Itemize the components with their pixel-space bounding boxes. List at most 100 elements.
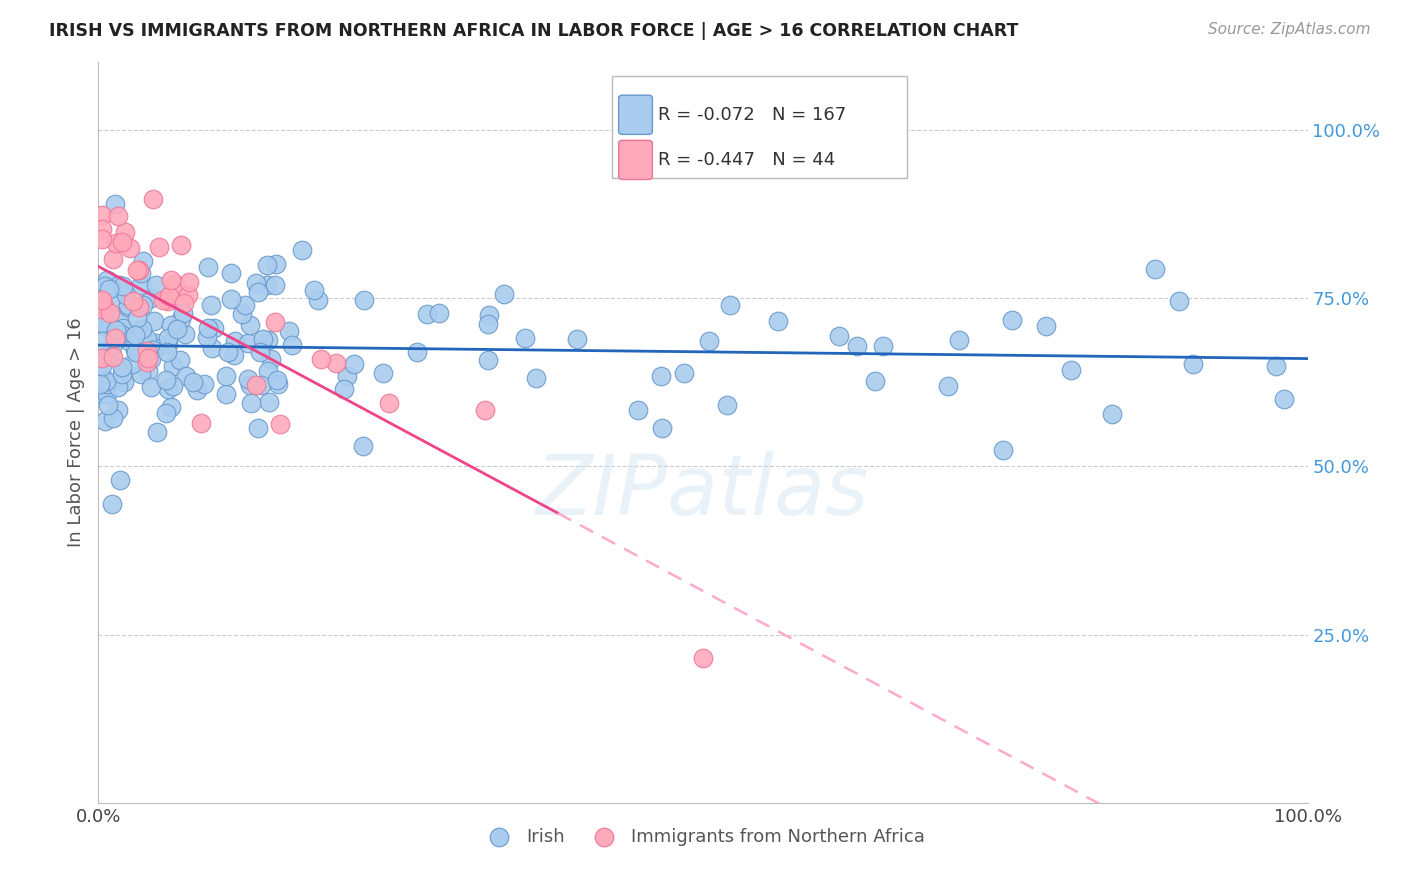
Point [101,252,124,267]
Point [131,328,153,343]
Point [266,373,288,387]
Text: R = -0.072   N = 167: R = -0.072 N = 167 [658,106,846,124]
Point [107,278,129,293]
Point [240,396,263,410]
Point [197,260,219,275]
Point [201,341,224,355]
Point [716,398,738,412]
Point [157,294,180,309]
Point [94,279,117,293]
Point [91,232,114,246]
Point [152,293,174,308]
Point [107,209,129,223]
Point [257,364,280,378]
Point [865,374,887,388]
Point [112,329,135,343]
Point [156,344,179,359]
Point [948,333,970,347]
Point [96,350,118,364]
Point [111,368,134,382]
Point [766,314,789,328]
Point [114,226,136,240]
Point [352,439,374,453]
Point [125,344,148,359]
Point [107,403,129,417]
Point [697,334,720,348]
Point [111,321,134,335]
Point [672,366,695,380]
Point [264,257,287,271]
Point [128,263,150,277]
Point [172,306,194,320]
Point [118,241,141,255]
Point [155,406,177,420]
Point [373,367,395,381]
Point [157,382,180,396]
Point [98,282,121,296]
Point [872,338,894,352]
Point [136,355,159,369]
Point [110,326,132,341]
Point [202,320,225,334]
Point [257,395,280,409]
Point [231,308,253,322]
Point [121,357,143,371]
Point [1060,363,1083,377]
Point [236,372,259,386]
Point [245,378,267,392]
Point [131,322,153,336]
Point [111,235,134,249]
Point [125,262,148,277]
Point [214,387,236,401]
Point [141,343,163,358]
Point [141,291,163,305]
Point [477,353,499,368]
Point [256,258,278,272]
Point [239,318,262,333]
Y-axis label: In Labor Force | Age > 16: In Labor Force | Age > 16 [66,318,84,548]
Point [718,298,741,312]
Point [307,293,329,308]
Point [1143,261,1166,276]
Point [96,374,118,388]
Point [118,334,141,348]
Point [115,326,138,340]
Point [91,222,114,236]
Point [846,339,869,353]
Point [157,289,180,303]
Point [98,306,121,320]
Point [1001,313,1024,327]
Point [239,378,262,392]
Point [416,307,439,321]
Point [991,442,1014,457]
Point [93,299,115,313]
Point [247,285,270,300]
Point [136,364,159,378]
Point [524,371,547,385]
Point [87,292,110,306]
Point [103,411,125,425]
Point [181,375,204,389]
Point [124,327,146,342]
Point [91,351,114,365]
Point [177,276,200,290]
Point [193,376,215,391]
Point [162,359,184,374]
Point [155,373,177,387]
Point [159,401,181,415]
Point [936,379,959,393]
Point [291,243,314,257]
Point [162,378,184,392]
Point [111,360,134,375]
Point [124,343,146,358]
Point [91,293,114,307]
Point [492,287,515,301]
Point [100,339,122,353]
Point [1265,359,1288,373]
Point [101,350,124,364]
Point [112,376,135,390]
Point [478,308,501,322]
Point [96,273,118,287]
Point [169,352,191,367]
Point [145,336,167,351]
